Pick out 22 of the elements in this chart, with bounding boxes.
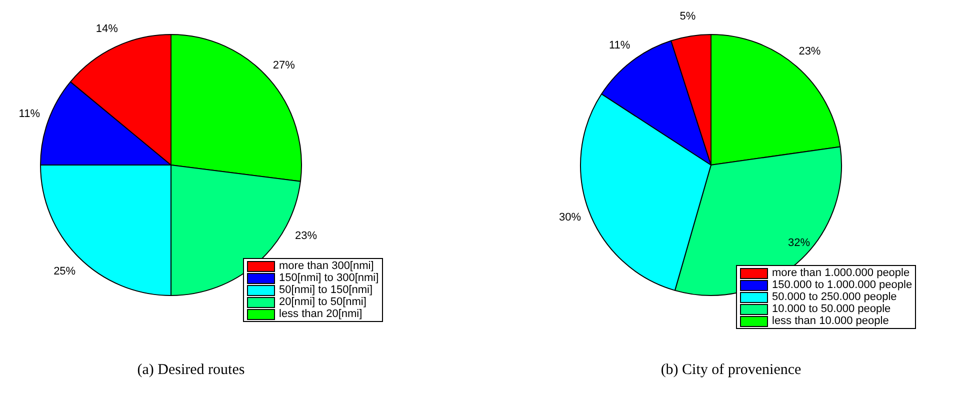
data-label: 30% (559, 212, 582, 224)
legend-label: 150[nmi] to 300[nmi] (279, 272, 379, 284)
legend-label: more than 1.000.000 people (772, 267, 910, 279)
data-label: 25% (54, 265, 76, 278)
legend-label: 150.000 to 1.000.000 people (772, 279, 912, 291)
data-label: 5% (680, 10, 696, 22)
data-label: 11% (18, 108, 40, 120)
text: (b) City of provenience (660, 362, 802, 379)
data-label: 11% (608, 40, 630, 52)
data-label: 23% (798, 45, 821, 58)
legend-label: more than 300[nmi] (279, 260, 374, 272)
data-label: 23% (294, 230, 318, 242)
legend-label: less than 20[nmi] (279, 308, 362, 320)
data-label: 27% (272, 60, 296, 72)
data-label: 32% (788, 237, 810, 250)
legend-label: 50.000 to 250.000 people (772, 291, 897, 303)
text: (a) Desired routes (136, 362, 246, 379)
legend-label: 20[nmi] to 50[nmi] (279, 296, 366, 308)
legend-label: less than 10.000 people (772, 315, 889, 327)
legend-label: 10.000 to 50.000 people (772, 303, 891, 315)
data-label: 14% (96, 22, 118, 35)
legend-label: 50[nmi] to 150[nmi] (279, 284, 373, 296)
